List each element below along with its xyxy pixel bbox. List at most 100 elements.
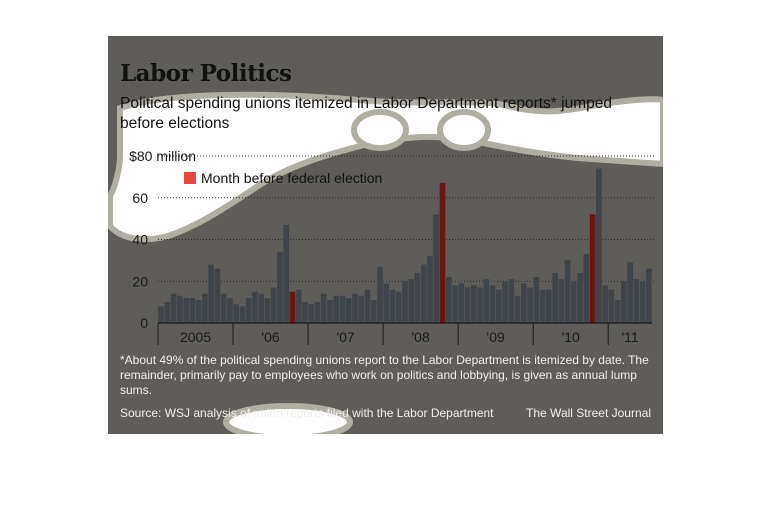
- bar: [464, 287, 471, 323]
- bar: [239, 306, 246, 323]
- bar: [627, 262, 633, 323]
- legend: Month before federal election: [184, 170, 382, 186]
- x-tick-label: '06: [261, 329, 279, 345]
- bar: [633, 279, 640, 323]
- x-tick-label: '11: [622, 329, 639, 345]
- bar: [308, 304, 315, 323]
- bar: [170, 293, 177, 323]
- bar: [621, 281, 627, 323]
- bar: [495, 289, 502, 323]
- bar: [646, 268, 652, 323]
- highlight-bar: [439, 183, 446, 323]
- bar: [202, 293, 208, 323]
- bar: [164, 302, 171, 323]
- bar: [270, 287, 277, 323]
- legend-swatch: [184, 172, 196, 184]
- bar: [420, 264, 427, 323]
- y-tick-label: 40: [132, 232, 148, 248]
- bar: [527, 287, 533, 323]
- legend-label: Month before federal election: [201, 170, 383, 186]
- bar: [539, 289, 546, 323]
- publisher-credit: The Wall Street Journal: [526, 406, 651, 420]
- bar: [639, 281, 646, 323]
- bar: [433, 214, 440, 323]
- x-tick-label: '07: [336, 329, 354, 345]
- bar: [614, 300, 621, 323]
- chart-area: 0 20 40 60 $80 million 2005 '06 '07 '08 '09 '10 '11: [108, 91, 663, 434]
- bar: [514, 295, 521, 323]
- bar: [339, 295, 346, 323]
- bar: [245, 297, 252, 323]
- x-tick-label: '08: [412, 329, 430, 345]
- bar: [577, 272, 583, 323]
- bar: [377, 266, 383, 323]
- bar: [470, 285, 477, 323]
- bar: [358, 295, 365, 323]
- bar: [489, 285, 496, 323]
- chart-panel: 0 20 40 60 $80 million 2005 '06 '07 '08 '09 '10 '11…: [108, 36, 663, 434]
- bar: [402, 281, 408, 323]
- bar: [208, 264, 214, 323]
- bar: [564, 260, 571, 323]
- bar: [183, 297, 189, 323]
- bar: [502, 281, 508, 323]
- bar: [295, 289, 302, 323]
- chart-title: Labor Politics: [120, 60, 292, 87]
- chart-subtitle: Political spending unions itemized in La…: [120, 95, 612, 132]
- bar: [477, 287, 483, 323]
- bar: [445, 277, 452, 323]
- bar: [571, 281, 577, 323]
- bar: [583, 254, 590, 323]
- y-tick-label: 20: [132, 273, 148, 289]
- bar: [608, 289, 615, 323]
- subtitle-highlight-blob: [108, 91, 663, 243]
- bar: [364, 289, 371, 323]
- bar: [283, 224, 290, 323]
- y-tick-label: 60: [132, 190, 148, 206]
- bar: [558, 279, 565, 323]
- bar: [158, 306, 164, 323]
- bar: [177, 295, 183, 323]
- bar: [520, 283, 527, 323]
- footnote: *About 49% of the political spending uni…: [120, 353, 649, 397]
- bar: [189, 297, 196, 323]
- bar: [408, 279, 415, 323]
- bar: [302, 302, 308, 323]
- bar: [389, 289, 396, 323]
- bar: [258, 293, 265, 323]
- highlight-bar: [589, 214, 596, 323]
- bar: [414, 272, 421, 323]
- bar: [195, 300, 202, 323]
- bar: [277, 252, 283, 323]
- bar: [427, 256, 433, 323]
- y-tick-label: $80 million: [129, 148, 196, 164]
- bar: [264, 297, 271, 323]
- bar: [333, 295, 340, 323]
- bar: [314, 302, 321, 323]
- bar: [395, 291, 402, 323]
- bar: [602, 285, 608, 323]
- source-note: Source: WSJ analysis of union reports fi…: [120, 406, 494, 420]
- footer-highlight-blob: [223, 403, 353, 434]
- bar: [227, 297, 233, 323]
- bar: [545, 289, 552, 323]
- bar: [508, 279, 515, 323]
- bar: [452, 285, 458, 323]
- bar: [533, 277, 540, 323]
- bar: [327, 300, 333, 323]
- bar: [345, 297, 352, 323]
- bar: [596, 168, 602, 323]
- bar: [383, 283, 390, 323]
- bar: [352, 293, 358, 323]
- bar: [458, 283, 465, 323]
- bar: [233, 304, 239, 323]
- x-tick-label: '09: [487, 329, 505, 345]
- subtitle-highlight-spot: [437, 109, 491, 151]
- highlight-bar: [289, 291, 296, 323]
- bar: [220, 293, 227, 323]
- bar: [252, 291, 258, 323]
- subtitle-highlight-spot: [351, 109, 409, 151]
- bar: [483, 279, 490, 323]
- bar: [214, 268, 221, 323]
- x-tick-label: '10: [562, 329, 580, 345]
